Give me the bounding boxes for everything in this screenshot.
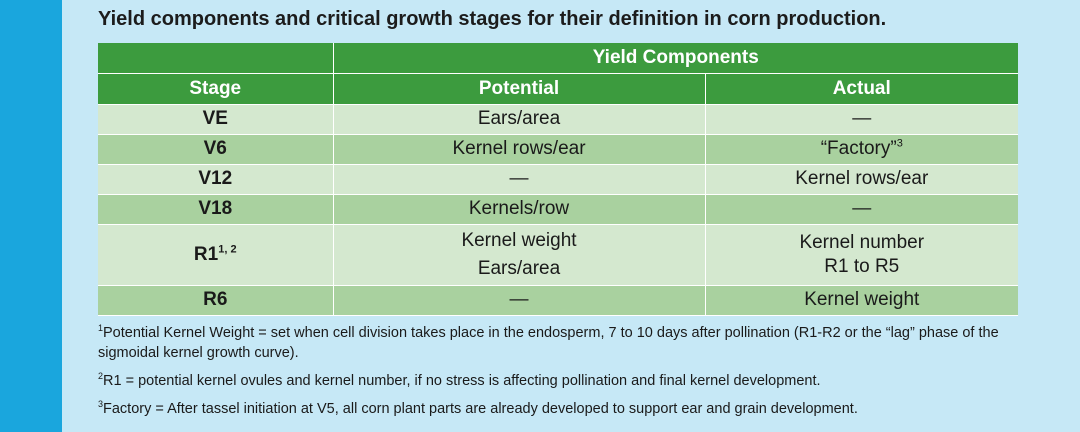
yield-components-header: Yield Components: [333, 43, 1018, 74]
actual-cell: Kernel weight: [705, 285, 1018, 316]
potential-line: Kernel weight: [461, 230, 577, 251]
footnote-ref: 3: [896, 137, 903, 150]
footnote-marker: 3: [98, 399, 104, 410]
potential-line: Ears/area: [477, 258, 561, 279]
potential-cell: Kernels/row: [333, 194, 706, 225]
table-row: V12 — Kernel rows/ear: [98, 164, 1018, 195]
stage-value: R1: [193, 243, 219, 265]
actual-value: “Factory”: [820, 138, 897, 160]
footnote-ref: 1, 2: [218, 243, 237, 256]
footnote: 2R1 = potential kernel ovules and kernel…: [98, 371, 1018, 391]
yield-components-table: Yield Components Stage Potential Actual …: [98, 43, 1018, 316]
content-panel: Yield components and critical growth sta…: [62, 0, 1080, 432]
footnote-marker: 2: [98, 371, 104, 382]
actual-cell: —: [705, 194, 1018, 225]
footnote: 1Potential Kernel Weight = set when cell…: [98, 323, 1018, 363]
actual-line: R1 to R5: [824, 256, 900, 277]
table-row: R6 — Kernel weight: [98, 285, 1018, 316]
actual-cell: Kernel rows/ear: [705, 164, 1018, 195]
potential-cell: Kernel weight Ears/area: [333, 224, 706, 286]
stage-cell: V12: [98, 164, 334, 195]
stage-column-header: Stage: [98, 73, 334, 105]
table-title: Yield components and critical growth sta…: [98, 8, 887, 30]
footnote-text: Potential Kernel Weight = set when cell …: [98, 325, 999, 361]
header-blank-cell: [98, 43, 334, 74]
actual-cell: Kernel number R1 to R5: [705, 224, 1018, 286]
actual-cell: —: [705, 104, 1018, 135]
footnote: 3Factory = After tassel initiation at V5…: [98, 399, 1018, 419]
table-row: V18 Kernels/row —: [98, 194, 1018, 225]
table-row: R11, 2 Kernel weight Ears/area Kernel nu…: [98, 224, 1018, 286]
stage-cell: V6: [98, 134, 334, 165]
stage-cell: V18: [98, 194, 334, 225]
potential-cell: —: [333, 285, 706, 316]
footnote-text: R1 = potential kernel ovules and kernel …: [103, 373, 821, 389]
footnotes: 1Potential Kernel Weight = set when cell…: [98, 323, 1018, 427]
stage-cell: R11, 2: [98, 224, 334, 286]
potential-cell: —: [333, 164, 706, 195]
actual-column-header: Actual: [705, 73, 1018, 105]
table-row: V6 Kernel rows/ear “Factory”3: [98, 134, 1018, 165]
footnote-marker: 1: [98, 323, 104, 334]
potential-cell: Kernel rows/ear: [333, 134, 706, 165]
stage-cell: VE: [98, 104, 334, 135]
actual-cell: “Factory”3: [705, 134, 1018, 165]
potential-column-header: Potential: [333, 73, 706, 105]
potential-cell: Ears/area: [333, 104, 706, 135]
footnote-text: Factory = After tassel initiation at V5,…: [103, 401, 858, 417]
actual-line: Kernel number: [799, 232, 925, 253]
left-accent-bar: [0, 0, 62, 432]
stage-cell: R6: [98, 285, 334, 316]
table-row: VE Ears/area —: [98, 104, 1018, 135]
